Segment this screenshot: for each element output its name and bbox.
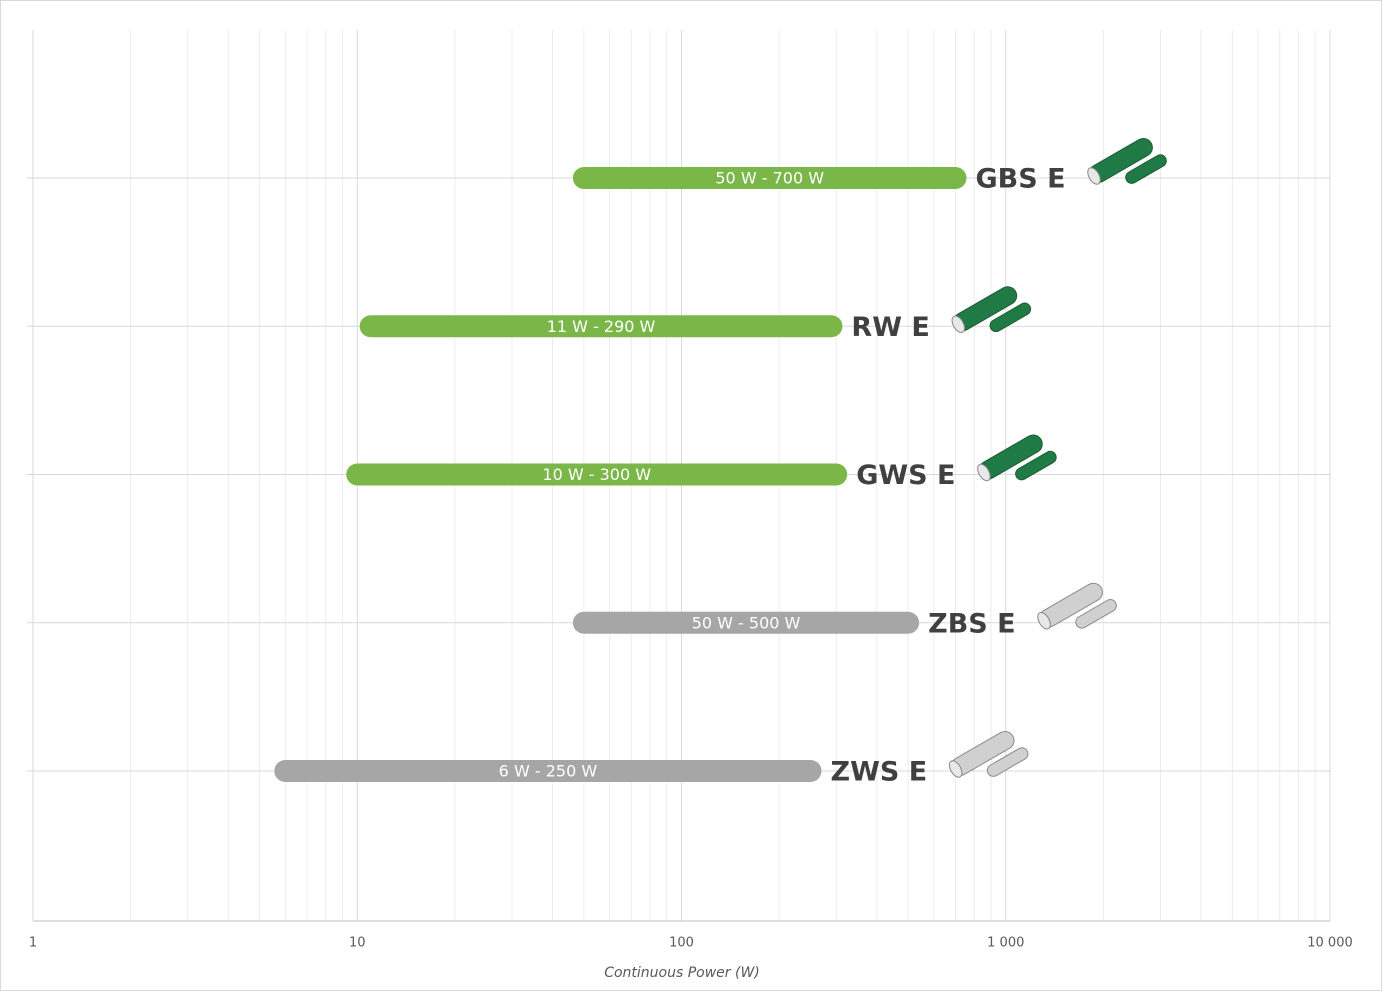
value-label: 11 W - 290 W xyxy=(547,317,656,336)
x-tick-label: 10 xyxy=(349,936,366,951)
resistor-body xyxy=(986,747,1029,777)
product-icon xyxy=(948,731,1029,778)
category-label: GBS E xyxy=(976,164,1066,195)
category-label: ZWS E xyxy=(831,757,928,788)
resistor-body xyxy=(1125,154,1167,184)
category-label: GWS E xyxy=(856,460,955,491)
resistor-end xyxy=(977,463,991,482)
product-icon xyxy=(977,434,1057,482)
x-tick-label: 1 xyxy=(29,936,37,951)
x-tick-label: 1 000 xyxy=(987,936,1024,951)
product-icon xyxy=(1037,582,1117,630)
category-label: RW E xyxy=(851,312,929,343)
resistor-body xyxy=(1015,450,1057,481)
x-axis-label: Continuous Power (W) xyxy=(604,965,760,981)
product-icon xyxy=(1087,138,1167,185)
value-label: 10 W - 300 W xyxy=(542,465,651,484)
resistor-end xyxy=(951,315,966,333)
resistor-end xyxy=(1037,612,1051,630)
x-tick-label: 100 xyxy=(669,936,694,951)
resistor-end xyxy=(948,760,963,778)
value-label: 50 W - 500 W xyxy=(692,613,801,632)
value-label: 50 W - 700 W xyxy=(715,169,824,188)
resistor-body xyxy=(989,302,1032,333)
resistor-body xyxy=(1075,599,1117,629)
product-icon xyxy=(951,286,1032,333)
x-tick-label: 10 000 xyxy=(1307,936,1353,951)
value-label: 6 W - 250 W xyxy=(499,762,598,781)
resistor-end xyxy=(1087,167,1101,185)
category-label: ZBS E xyxy=(928,608,1015,639)
